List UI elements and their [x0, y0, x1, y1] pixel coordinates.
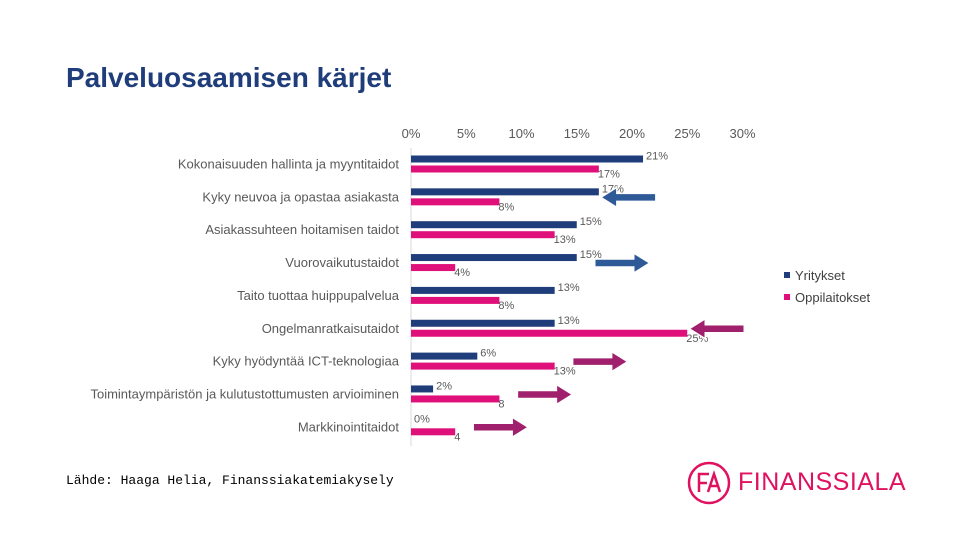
data-label-yritykset: 13% — [558, 315, 580, 327]
bar-oppilaitokset — [411, 264, 456, 272]
data-label-oppilaitokset: 8% — [498, 201, 514, 213]
bar-oppilaitokset — [411, 395, 500, 403]
data-label-oppilaitokset: 13% — [554, 234, 576, 246]
data-label-yritykset: 15% — [580, 249, 602, 261]
data-label-yritykset: 15% — [580, 216, 602, 228]
legend-label: Oppilaitokset — [795, 290, 871, 305]
bar-oppilaitokset — [411, 165, 599, 173]
data-label-oppilaitokset: 8 — [498, 398, 504, 410]
bar-yritykset — [411, 188, 599, 196]
data-label-yritykset: 2% — [436, 380, 452, 392]
data-label-yritykset: 0% — [414, 413, 430, 425]
data-label-oppilaitokset: 17% — [598, 169, 620, 181]
x-tick-label: 15% — [564, 126, 590, 141]
bar-yritykset — [411, 254, 577, 262]
category-label: Kyky hyödyntää ICT-teknologiaa — [213, 354, 400, 369]
bar-oppilaitokset — [411, 231, 555, 239]
category-label: Kokonaisuuden hallinta ja myyntitaidot — [178, 157, 400, 172]
x-tick-label: 10% — [508, 126, 534, 141]
category-label: Ongelmanratkaisutaidot — [262, 321, 400, 336]
change-arrow-icon — [594, 251, 652, 275]
change-arrow-icon — [516, 383, 574, 406]
data-label-yritykset: 13% — [558, 282, 580, 294]
bar-yritykset — [411, 319, 555, 327]
data-label-oppilaitokset: 8% — [498, 300, 514, 312]
bar-yritykset — [411, 352, 478, 360]
category-label: Taito tuottaa huippupalvelua — [237, 288, 400, 303]
slide-title: Palveluosaamisen kärjet — [66, 62, 392, 93]
change-arrow-icon — [687, 317, 745, 341]
change-arrow-icon — [472, 415, 530, 439]
category-label: Toimintaympäristön ja kulutustottumusten… — [90, 386, 399, 401]
x-tick-label: 25% — [674, 126, 700, 141]
bar-oppilaitokset — [411, 296, 500, 304]
change-arrow-icon — [599, 185, 657, 209]
x-tick-label: 5% — [457, 126, 476, 141]
finanssiala-logo: FINANSSIALA — [686, 460, 916, 506]
legend-swatch — [784, 294, 790, 300]
source-note: Lähde: Haaga Helia, Finanssiakatemiakyse… — [66, 473, 394, 488]
logo-text: FINANSSIALA — [738, 468, 907, 496]
category-label: Markkinointitaidot — [298, 419, 400, 434]
category-label: Vuorovaikutustaidot — [285, 255, 399, 270]
legend-label: Yritykset — [795, 268, 845, 283]
change-arrow-icon — [571, 350, 630, 373]
bar-yritykset — [411, 221, 577, 229]
data-label-yritykset: 21% — [646, 151, 668, 163]
data-label-oppilaitokset: 13% — [554, 366, 576, 378]
bar-yritykset — [411, 155, 644, 163]
x-tick-label: 30% — [729, 126, 755, 141]
fa-logo-icon — [687, 461, 731, 505]
x-tick-label: 20% — [619, 126, 645, 141]
data-label-oppilaitokset: 4 — [454, 431, 460, 443]
bar-oppilaitokset — [411, 329, 688, 337]
legend-swatch — [784, 272, 790, 278]
bar-oppilaitokset — [411, 428, 456, 436]
x-tick-label: 0% — [402, 126, 421, 141]
bar-oppilaitokset — [411, 362, 555, 370]
category-label: Kyky neuvoa ja opastaa asiakasta — [202, 189, 399, 204]
bar-yritykset — [411, 385, 434, 393]
bar-yritykset — [411, 286, 555, 294]
category-label: Asiakassuhteen hoitamisen taidot — [205, 222, 399, 237]
bar-oppilaitokset — [411, 198, 500, 206]
data-label-yritykset: 6% — [480, 348, 496, 360]
data-label-oppilaitokset: 4% — [454, 267, 470, 279]
